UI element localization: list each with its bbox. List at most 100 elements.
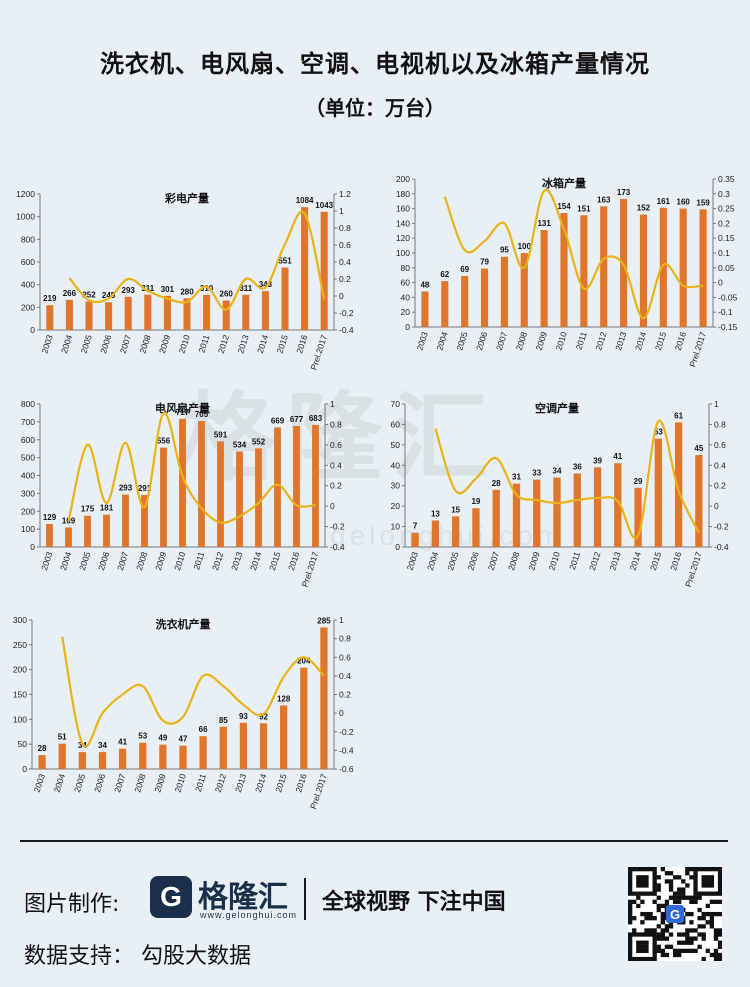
qr-cell: [717, 871, 722, 876]
qr-cell: [636, 932, 641, 937]
chart-title: 空调产量: [535, 401, 579, 415]
y2-tick-label: 0: [339, 708, 344, 718]
qr-cell: [648, 932, 653, 937]
bar-value-label: 29: [634, 477, 643, 486]
bar-value-label: 591: [214, 430, 228, 439]
bar: [520, 253, 528, 327]
qr-cell: [697, 891, 702, 896]
x-tick-label: 2003: [405, 550, 420, 571]
data-source: 数据支持： 勾股大数据: [24, 944, 251, 969]
y2-tick-label: 0.8: [339, 634, 351, 644]
qr-cell: [693, 883, 698, 888]
bar-value-label: 61: [674, 411, 683, 420]
qr-cell: [693, 875, 698, 880]
chart-svg: 0 100 200 300 400 500 600 700 800 -0.4 -0.2 0 0.2 0.4…: [21, 399, 345, 588]
x-tick-label: 2004: [434, 330, 449, 351]
qr-cell: [628, 911, 633, 917]
bar: [159, 744, 167, 769]
bar: [553, 477, 561, 547]
qr-cell: [713, 948, 719, 954]
qr-cell: [713, 928, 719, 933]
x-tick-label: 2010: [547, 550, 562, 571]
qr-cell: [636, 867, 641, 872]
x-tick-label: 2011: [191, 550, 206, 571]
qr-cell: [648, 867, 653, 872]
bar-value-label: 79: [480, 258, 489, 267]
bar-value-label: 53: [138, 732, 147, 741]
qr-cell: [664, 944, 670, 949]
qr-cell: [709, 879, 715, 884]
y-tick-label: 180: [396, 189, 410, 199]
bar-value-label: 343: [259, 280, 273, 289]
qr-cell: [660, 936, 665, 941]
y2-tick-label: 0.6: [330, 440, 342, 450]
qr-cell: [693, 879, 698, 884]
y-tick-label: 20: [401, 307, 411, 317]
qr-cell: [628, 907, 633, 913]
x-tick-label: 2006: [92, 772, 107, 793]
y-tick-label: 160: [396, 204, 410, 214]
qr-cell: [681, 940, 686, 945]
chart-svg: 0 200 400 600 800 1000 1200 -0.4 -0.2 0 0.2 0.4 0.6 0…: [16, 189, 354, 371]
x-tick-label: 2007: [112, 772, 127, 793]
qr-cell: [713, 867, 719, 872]
qr-cell: [628, 875, 633, 880]
bar: [236, 451, 243, 547]
qr-cell: [685, 928, 690, 933]
x-tick-label: 2012: [210, 550, 225, 571]
qr-cell: [713, 952, 719, 958]
qr-cell: [636, 944, 641, 949]
bar-value-label: 677: [290, 415, 304, 424]
bar: [274, 427, 281, 547]
bar: [139, 742, 147, 769]
qr-cell: [693, 871, 698, 876]
qr-cell: [656, 948, 661, 954]
bar: [674, 422, 683, 547]
bar: [217, 441, 224, 547]
qr-cell: [713, 936, 719, 941]
x-tick-label: 2013: [233, 772, 248, 793]
qr-cell: [672, 895, 678, 900]
x-tick-label: 2008: [132, 772, 147, 793]
bar-value-label: 163: [597, 195, 611, 204]
qr-cell: [628, 940, 633, 945]
qr-cell: [640, 891, 645, 896]
bar-value-label: 19: [471, 497, 480, 506]
footer-divider: [20, 840, 728, 842]
x-tick-label: 2013: [613, 330, 628, 351]
qr-cell: [664, 924, 670, 929]
qr-cell: [652, 871, 657, 876]
qr-cell: [660, 928, 665, 933]
qr-cell: [701, 924, 706, 929]
qr-cell: [681, 920, 686, 925]
bar: [480, 268, 489, 327]
bar: [600, 206, 608, 327]
x-tick-label: Prel.2017: [308, 333, 329, 371]
qr-cell: [664, 899, 670, 904]
qr-cell: [717, 899, 722, 904]
qr-cell: [681, 895, 686, 900]
qr-cell: [668, 924, 674, 929]
bar: [84, 515, 91, 547]
qr-cell: [652, 928, 657, 933]
qr-cell: [717, 932, 722, 937]
x-tick-label: 2003: [414, 330, 429, 351]
qr-cell: [668, 871, 674, 876]
bar: [105, 302, 113, 330]
qr-cell: [636, 956, 641, 961]
y-tick-label: 400: [21, 471, 35, 481]
qr-cell: [660, 903, 665, 909]
qr-cell: [689, 899, 694, 904]
x-tick-label: 2004: [425, 550, 440, 571]
y2-tick-label: 0.8: [714, 419, 726, 429]
x-tick-label: 2015: [648, 550, 663, 571]
y2-tick-label: 1: [339, 615, 344, 625]
bar: [122, 494, 129, 547]
qr-cell: [693, 928, 698, 933]
x-tick-label: 2006: [98, 333, 113, 354]
bar-value-label: 311: [141, 284, 154, 293]
chart-svg: 0 20 40 60 80 100 120 140 160 180 200 -0.15 -0.1 -0.0…: [396, 174, 738, 368]
bar: [239, 722, 248, 769]
qr-cell: [709, 867, 715, 872]
qr-cell: [628, 936, 633, 941]
